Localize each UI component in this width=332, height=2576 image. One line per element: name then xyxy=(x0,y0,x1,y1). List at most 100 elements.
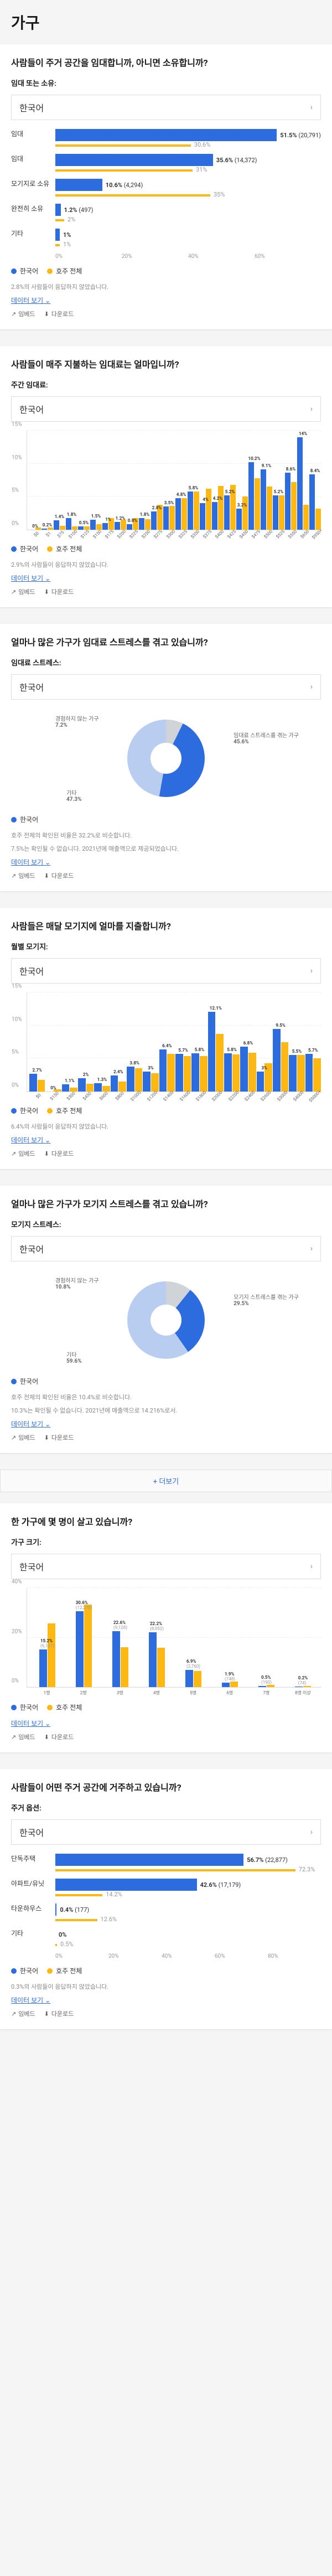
bar-column: 12.1% xyxy=(208,992,224,1092)
note: 10.3%는 확인될 수 없습니다. 2021년에 매출액으로 14.216%로… xyxy=(11,1406,321,1415)
embed-button[interactable]: ↗ 임베드 xyxy=(11,1149,35,1158)
legend: 한국어 호주 전체 xyxy=(11,1966,321,1975)
bar-column: 1.8% xyxy=(139,431,151,530)
selector-text: 한국어 xyxy=(19,680,44,694)
download-button[interactable]: ⬇ 다운로드 xyxy=(44,2009,74,2018)
bar-column: 5.8% xyxy=(191,992,207,1092)
chevron-right-icon: › xyxy=(310,1562,313,1571)
bar-column: 8.6% xyxy=(285,431,297,530)
bar-column: 5.8% xyxy=(224,992,240,1092)
legend: 한국어 호주 전체 xyxy=(11,1106,321,1115)
bar-column: 4.2% xyxy=(212,431,224,530)
download-button[interactable]: ⬇ 다운로드 xyxy=(44,587,74,596)
legend: 한국어 호주 전체 xyxy=(11,1703,321,1712)
bar-column: 0.5% xyxy=(78,431,90,530)
bar-column: 4.8% xyxy=(175,431,187,530)
bar-column: 1% xyxy=(102,431,114,530)
hbar-row: 단독주택 56.7% (22,877) 72.3% xyxy=(11,1854,321,1873)
card-dwelling-type: 사람들이 어떤 주거 공간에 거주하고 있습니까? 주거 옵션: 한국어 › 단… xyxy=(0,1769,332,2029)
embed-button[interactable]: ↗ 임베드 xyxy=(11,1433,35,1442)
bar-column: 3% xyxy=(257,992,272,1092)
language-selector[interactable]: 한국어 › xyxy=(11,674,321,700)
language-selector[interactable]: 한국어 › xyxy=(11,1554,321,1579)
bar-column: 1.1% xyxy=(62,992,77,1092)
bar-column: 5.5% xyxy=(289,992,304,1092)
legend: 한국어 호주 전체 xyxy=(11,266,321,276)
data-link[interactable]: 데이터 보기 ⌄ xyxy=(11,857,321,867)
selector-text: 한국어 xyxy=(19,1825,44,1839)
selector-text: 한국어 xyxy=(19,101,44,114)
chevron-right-icon: › xyxy=(310,103,313,112)
card-rent-stress: 얼마나 많은 가구가 임대료 스트레스를 겪고 있습니까? 임대료 스트레스: … xyxy=(0,624,332,891)
chevron-right-icon: › xyxy=(310,1828,313,1837)
data-link[interactable]: 데이터 보기 ⌄ xyxy=(11,1419,321,1429)
bar-column: 15.2%(6,127) xyxy=(29,1588,65,1687)
bar-column: 1.5% xyxy=(90,431,102,530)
embed-button[interactable]: ↗ 임베드 xyxy=(11,2009,35,2018)
bar-column: 9.1% xyxy=(261,431,272,530)
bar-column: 5.2% xyxy=(273,431,284,530)
data-link[interactable]: 데이터 보기 ⌄ xyxy=(11,1995,321,2005)
bar-column: 8.4% xyxy=(309,431,321,530)
card-rent: 사람들이 매주 지불하는 임대료는 얼마입니까? 주간 임대료: 한국어 › 0… xyxy=(0,346,332,607)
note: 호주 전체의 확인된 비율은 32.2%로 비슷합니다. xyxy=(11,831,321,840)
card-subtitle: 임대료 스트레스: xyxy=(11,657,321,668)
data-link[interactable]: 데이터 보기 ⌄ xyxy=(11,1719,321,1728)
bar-column: 1.3% xyxy=(94,992,110,1092)
card-title: 얼마나 많은 가구가 모기지 스트레스를 겪고 있습니까? xyxy=(11,1197,321,1210)
bar-column: 1.2% xyxy=(115,431,126,530)
data-link[interactable]: 데이터 보기 ⌄ xyxy=(11,573,321,583)
hbar-row: 기타 0% 0.5% xyxy=(11,1928,321,1948)
data-link[interactable]: 데이터 보기 ⌄ xyxy=(11,296,321,305)
card-title: 사람들이 주거 공간을 임대합니까, 아니면 소유합니까? xyxy=(11,55,321,69)
bar-column: 5.2% xyxy=(224,431,236,530)
card-title: 한 가구에 몇 명이 살고 있습니까? xyxy=(11,1514,321,1528)
hbar-row: 아파트/유닛 42.6% (17,179) 14.2% xyxy=(11,1879,321,1898)
data-link[interactable]: 데이터 보기 ⌄ xyxy=(11,1135,321,1145)
bar-column: 0.5%(190) xyxy=(248,1588,284,1687)
hbar-row: 임대 35.6% (14,372) 31% xyxy=(11,154,321,173)
language-selector[interactable]: 한국어 › xyxy=(11,396,321,422)
embed-button[interactable]: ↗ 임베드 xyxy=(11,1732,35,1741)
bar-column: 6.9%(2,760) xyxy=(175,1588,211,1687)
bar-column: 3.2% xyxy=(236,431,248,530)
bar-column: 0.2%(74) xyxy=(285,1588,321,1687)
chevron-right-icon: › xyxy=(310,966,313,975)
bar-column: 3.8% xyxy=(127,992,142,1092)
bar-column: 6.4% xyxy=(159,992,175,1092)
hbar-chart: 단독주택 56.7% (22,877) 72.3% 아파트/유닛 42.6% (… xyxy=(11,1854,321,1948)
bar-column: 14% xyxy=(297,431,309,530)
donut-chart xyxy=(127,1281,205,1359)
chevron-right-icon: › xyxy=(310,682,313,691)
bar-column: 0.8% xyxy=(127,431,138,530)
language-selector[interactable]: 한국어 › xyxy=(11,958,321,984)
language-selector[interactable]: 한국어 › xyxy=(11,1819,321,1845)
language-selector[interactable]: 한국어 › xyxy=(11,1236,321,1261)
hbar-row: 모기지로 소유 10.6% (4,294) 35% xyxy=(11,179,321,198)
download-button[interactable]: ⬇ 다운로드 xyxy=(44,1149,74,1158)
card-subtitle: 월별 모기지: xyxy=(11,941,321,951)
card-mortgage-stress: 얼마나 많은 가구가 모기지 스트레스를 겪고 있습니까? 모기지 스트레스: … xyxy=(0,1186,332,1453)
card-subtitle: 임대 또는 소유: xyxy=(11,77,321,88)
download-button[interactable]: ⬇ 다운로드 xyxy=(44,309,74,318)
embed-button[interactable]: ↗ 임베드 xyxy=(11,587,35,596)
bar-column: 3% xyxy=(143,992,158,1092)
bar-column: 10.2% xyxy=(248,431,260,530)
donut-chart xyxy=(127,720,205,797)
download-button[interactable]: ⬇ 다운로드 xyxy=(44,871,74,880)
more-button[interactable]: + 더보기 xyxy=(0,1470,332,1492)
download-button[interactable]: ⬇ 다운로드 xyxy=(44,1732,74,1741)
bar-column: 2% xyxy=(78,992,94,1092)
chevron-right-icon: › xyxy=(310,1244,313,1253)
card-subtitle: 주거 옵션: xyxy=(11,1802,321,1813)
download-button[interactable]: ⬇ 다운로드 xyxy=(44,1433,74,1442)
embed-button[interactable]: ↗ 임베드 xyxy=(11,871,35,880)
note: 6.4%의 사람들이 응답하지 않았습니다. xyxy=(11,1122,321,1131)
language-selector[interactable]: 한국어 › xyxy=(11,95,321,120)
card-household-size: 한 가구에 몇 명이 살고 있습니까? 가구 크기: 한국어 › 0%20%40… xyxy=(0,1503,332,1752)
bar-column: 9.5% xyxy=(273,992,288,1092)
card-mortgage: 사람들은 매달 모기지에 얼마를 지출합니까? 월별 모기지: 한국어 › 0%… xyxy=(0,908,332,1169)
bar-column: 2.7% xyxy=(29,992,45,1092)
embed-button[interactable]: ↗ 임베드 xyxy=(11,309,35,318)
card-subtitle: 가구 크기: xyxy=(11,1537,321,1547)
